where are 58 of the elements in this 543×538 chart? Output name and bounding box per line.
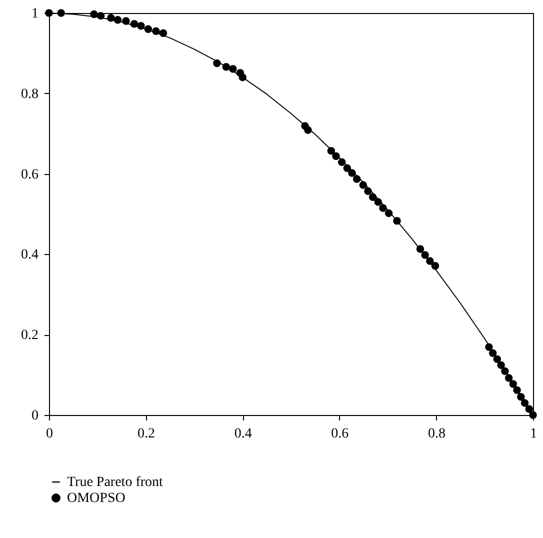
- point: [504, 374, 513, 382]
- point: [122, 17, 130, 25]
- point: [159, 29, 168, 37]
- y-tick-label: 0.2: [21, 328, 38, 344]
- point: [364, 187, 372, 195]
- point: [144, 25, 152, 33]
- x-tick-label: 0.6: [331, 426, 349, 442]
- point: [114, 16, 122, 24]
- point: [238, 73, 246, 82]
- point: [332, 152, 340, 160]
- y-tick-label: 0.6: [21, 167, 38, 182]
- point: [152, 27, 160, 35]
- point: [501, 367, 509, 376]
- point: [304, 126, 312, 134]
- point: [130, 20, 138, 28]
- point: [222, 63, 230, 71]
- point: [327, 147, 336, 155]
- point: [96, 12, 105, 20]
- legend-label: True Pareto front: [67, 475, 164, 490]
- point: [348, 169, 356, 177]
- x-tick-label: 0.4: [234, 426, 252, 442]
- x-tick-label: 0.8: [428, 426, 446, 442]
- point: [384, 209, 393, 218]
- point: [343, 164, 352, 172]
- point: [90, 10, 98, 18]
- point: [137, 22, 145, 30]
- point: [359, 181, 367, 189]
- point: [57, 9, 65, 17]
- point: [107, 14, 115, 22]
- point: [421, 251, 429, 259]
- y-tick-label: 0: [32, 408, 38, 424]
- point: [520, 399, 529, 407]
- point: [509, 380, 518, 388]
- point: [497, 361, 505, 370]
- point: [517, 393, 525, 401]
- point: [374, 198, 382, 206]
- x-tick-label: 0: [46, 426, 53, 442]
- point: [525, 405, 533, 413]
- point: [368, 193, 377, 201]
- point: [338, 158, 346, 166]
- x-tick-label: 1: [530, 426, 537, 442]
- point: [431, 262, 440, 270]
- y-tick-label: 1: [32, 6, 38, 22]
- point: [485, 343, 493, 351]
- y-tick-label: 0.4: [21, 248, 38, 263]
- x-tick-label: 0.2: [138, 426, 156, 442]
- point: [488, 349, 497, 357]
- point: [213, 59, 221, 68]
- point: [493, 355, 502, 363]
- point: [513, 386, 521, 394]
- point: [426, 257, 434, 265]
- y-tick-label: 0.8: [21, 86, 38, 102]
- point: [352, 175, 361, 183]
- point: [416, 245, 424, 253]
- point: [393, 216, 401, 225]
- point: [379, 204, 387, 212]
- point: [229, 65, 237, 73]
- legend-label: OMOPSO: [67, 491, 126, 506]
